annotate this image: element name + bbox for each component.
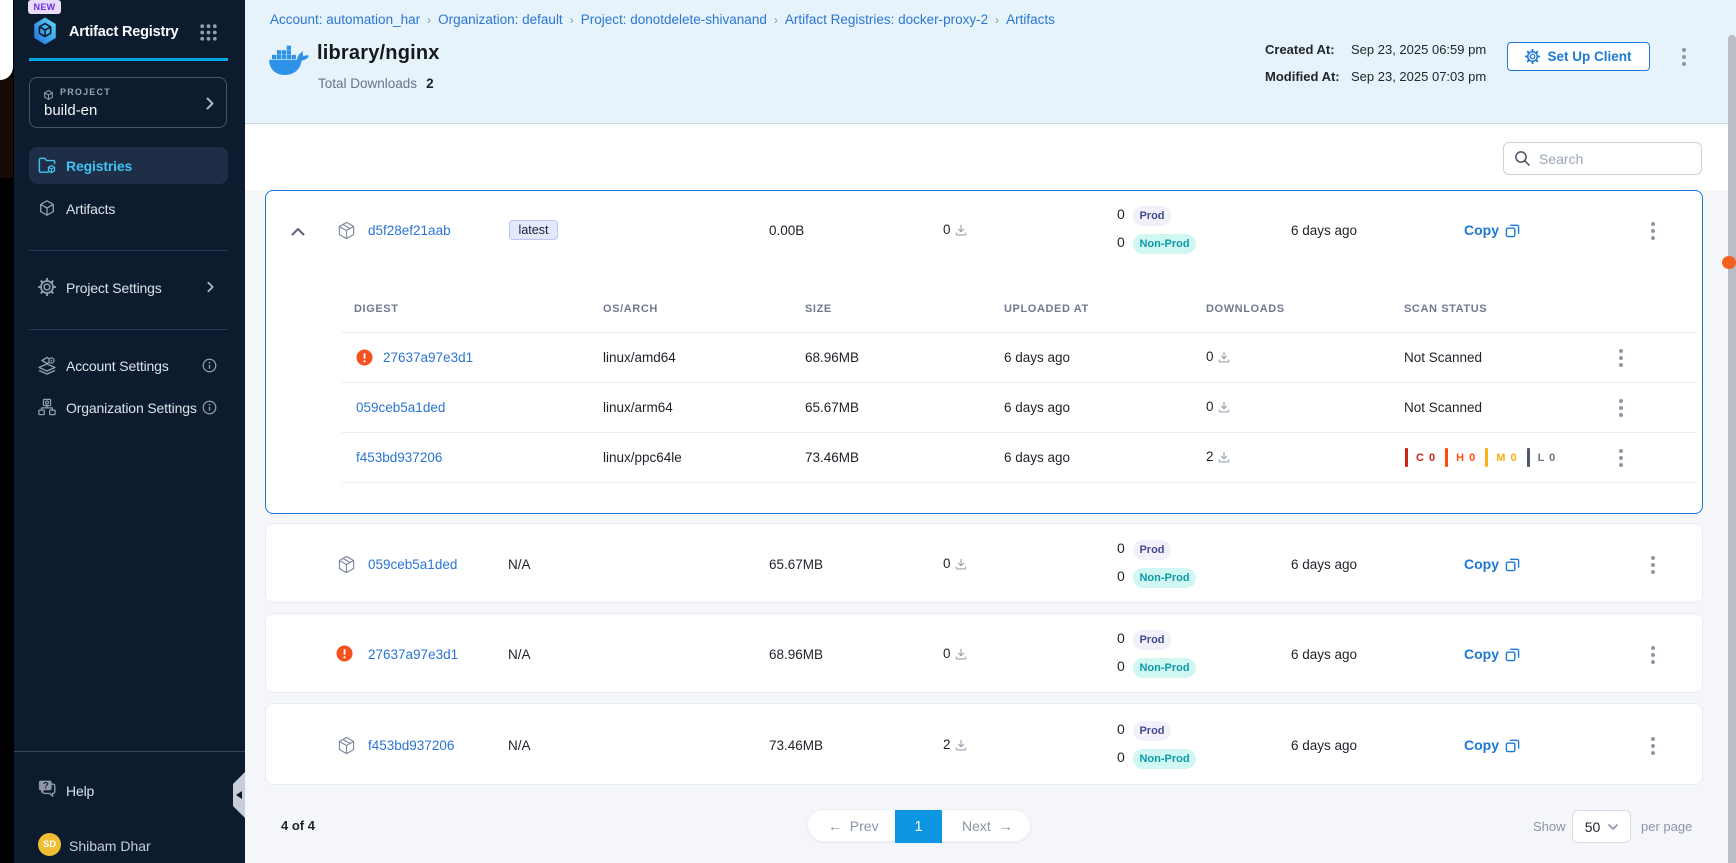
svg-text:?: ?	[43, 781, 49, 792]
